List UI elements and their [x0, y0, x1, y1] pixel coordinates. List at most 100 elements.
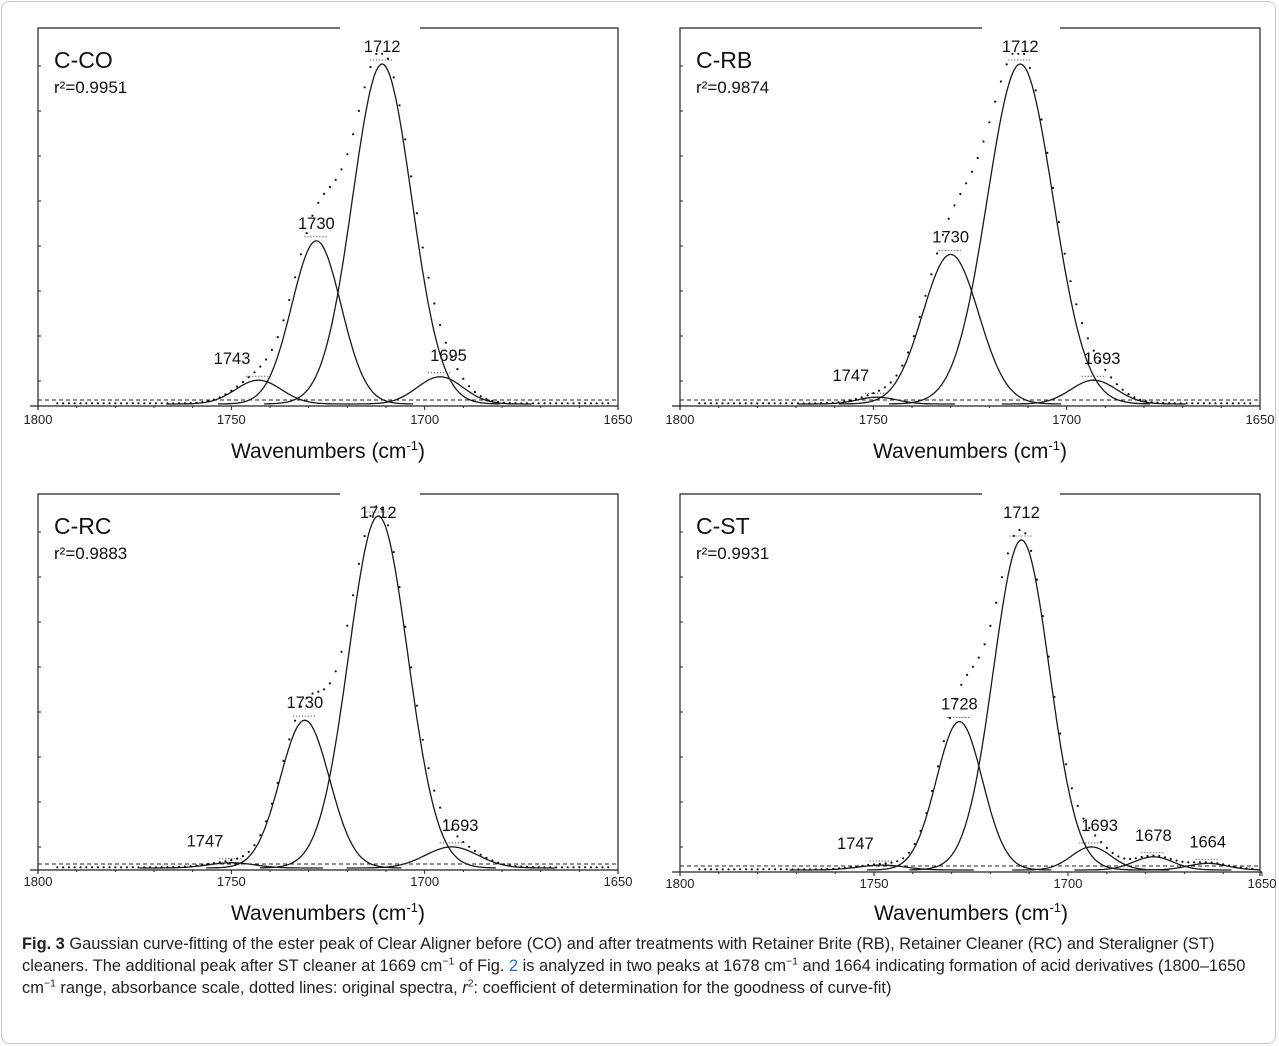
original-spectrum-point [1179, 402, 1182, 405]
original-spectrum-point [346, 624, 349, 627]
original-spectrum-point [936, 252, 939, 255]
original-spectrum-point [381, 508, 384, 511]
original-spectrum-point [1024, 532, 1027, 535]
original-spectrum-point [1099, 841, 1103, 844]
original-spectrum-point [1175, 859, 1178, 862]
original-spectrum-point [375, 52, 378, 56]
original-spectrum-point [976, 156, 979, 160]
original-spectrum-point [1152, 854, 1155, 857]
original-spectrum-point [154, 402, 157, 405]
original-spectrum-point [767, 402, 771, 405]
original-spectrum-point [1110, 376, 1113, 379]
original-spectrum-point [918, 315, 921, 318]
original-spectrum-point [386, 524, 389, 527]
caption-text: range, absorbance scale, dotted lines: o… [55, 979, 463, 997]
x-tick-label: 1800 [24, 412, 53, 427]
original-spectrum-point [595, 402, 598, 405]
original-spectrum-point [178, 402, 181, 405]
original-spectrum-point [183, 402, 186, 405]
x-tick-label: 1750 [217, 412, 246, 427]
original-spectrum-point [1140, 855, 1143, 859]
original-spectrum-point [207, 862, 210, 866]
original-spectrum-point [779, 868, 783, 871]
original-spectrum-point [328, 682, 331, 685]
original-spectrum-point [439, 806, 442, 809]
original-spectrum-point [983, 643, 986, 646]
original-spectrum-point [1158, 854, 1161, 858]
original-spectrum-point [762, 868, 765, 871]
x-tick-label: 1750 [859, 412, 888, 427]
original-spectrum-point [555, 866, 558, 869]
original-spectrum-point [1251, 867, 1254, 870]
original-spectrum-point [1245, 867, 1248, 870]
original-spectrum-point [537, 866, 540, 869]
original-spectrum-point [149, 402, 152, 405]
x-tick-label: 1700 [1052, 412, 1081, 427]
original-spectrum-point [1046, 151, 1049, 154]
original-spectrum-point [270, 802, 273, 805]
original-spectrum-point [207, 400, 210, 403]
original-spectrum-point [114, 866, 117, 869]
original-spectrum-point [120, 866, 123, 869]
original-spectrum-point [1123, 857, 1126, 860]
caption-sup: −1 [442, 955, 455, 968]
original-spectrum-point [67, 402, 70, 405]
original-spectrum-point [601, 866, 604, 869]
original-spectrum-point [369, 514, 372, 518]
original-spectrum-point [114, 402, 117, 405]
caption-text: of Fig. [454, 957, 509, 975]
original-spectrum-point [1053, 695, 1056, 699]
original-spectrum-point [607, 402, 610, 405]
original-spectrum-point [1023, 52, 1026, 56]
original-spectrum-point [578, 866, 581, 869]
original-spectrum-point [902, 857, 905, 860]
r-squared-label: r²=0.9931 [696, 544, 769, 563]
original-spectrum-point [1237, 402, 1240, 405]
original-spectrum-point [259, 365, 262, 368]
original-spectrum-point [825, 401, 829, 405]
original-spectrum-point [352, 133, 355, 136]
original-spectrum-point [137, 866, 140, 869]
original-spectrum-point [838, 867, 841, 870]
original-spectrum-point [195, 401, 198, 404]
original-spectrum-point [357, 109, 360, 112]
caption-text: is analyzed in two peaks at 1678 cm [518, 957, 786, 975]
original-spectrum-point [183, 865, 186, 868]
original-spectrum-point [744, 402, 747, 405]
original-spectrum-point [768, 868, 771, 871]
x-tick-label: 1800 [666, 876, 695, 891]
original-spectrum-point [831, 401, 834, 404]
x-axis-label: Wavenumbers (cm-1) [873, 438, 1067, 463]
original-spectrum-point [154, 866, 157, 869]
peak-label: 1743 [214, 350, 251, 368]
original-spectrum-point [1018, 529, 1021, 532]
original-spectrum-point [473, 390, 476, 394]
original-spectrum-point [1092, 349, 1095, 352]
original-spectrum-point [131, 866, 134, 869]
original-spectrum-point [878, 862, 881, 866]
original-spectrum-point [1129, 857, 1132, 861]
original-spectrum-point [166, 866, 169, 869]
original-spectrum-point [1150, 401, 1153, 404]
original-spectrum-point [572, 402, 575, 405]
original-spectrum-point [1115, 383, 1118, 386]
figure-link[interactable]: 2 [508, 957, 519, 975]
original-spectrum-point [497, 400, 500, 404]
original-spectrum-point [1168, 402, 1171, 405]
original-spectrum-point [120, 402, 123, 405]
original-spectrum-point [311, 692, 314, 695]
original-spectrum-point [941, 233, 945, 236]
original-spectrum-point [1040, 118, 1043, 121]
original-spectrum-point [878, 389, 881, 392]
original-spectrum-point [404, 625, 407, 628]
original-spectrum-point [328, 186, 331, 189]
original-spectrum-point [715, 402, 718, 405]
original-spectrum-point [954, 697, 957, 701]
original-spectrum-point [531, 866, 535, 869]
peak-label: 1712 [360, 504, 397, 522]
fitted-peak-curve [867, 720, 1052, 871]
original-spectrum-point [1227, 864, 1231, 867]
original-spectrum-point [814, 868, 817, 871]
original-spectrum-point [860, 396, 863, 399]
peak-label: 1693 [1081, 817, 1118, 835]
